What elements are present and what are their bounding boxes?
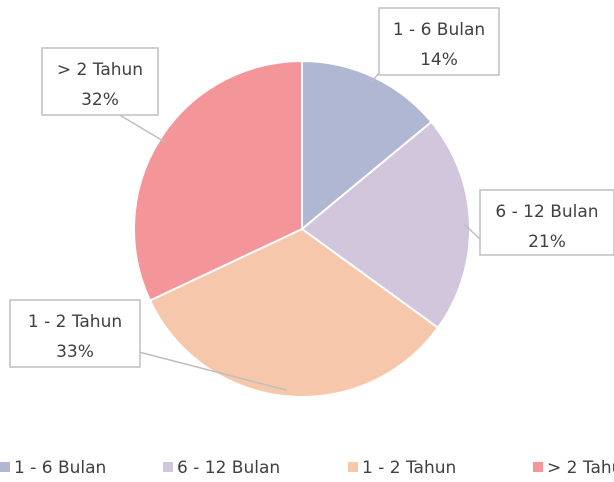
callout-box: [479, 189, 614, 256]
callout-value: 33%: [56, 342, 94, 362]
legend-label: 6 - 12 Bulan: [177, 458, 280, 478]
callout-category: > 2 Tahun: [57, 60, 143, 80]
legend-swatch: [163, 462, 173, 472]
callout-category: 6 - 12 Bulan: [495, 202, 598, 222]
callout-leader: [117, 113, 166, 143]
callout-value: 14%: [420, 50, 458, 70]
callout-box: [41, 47, 159, 116]
callout-value: 21%: [528, 232, 566, 252]
callout-box: [378, 7, 500, 76]
callout-value: 32%: [81, 90, 119, 110]
callout-leader: [463, 223, 482, 241]
legend-swatch: [533, 462, 543, 472]
pie-slice: [300, 120, 471, 330]
callout-category: 1 - 6 Bulan: [393, 20, 485, 40]
pie-slice: [301, 59, 433, 232]
legend-label: > 2 Tahun: [547, 458, 614, 478]
callout-box: [9, 299, 141, 368]
legend-label: 1 - 2 Tahun: [362, 458, 456, 478]
callout-category: 1 - 2 Tahun: [28, 312, 122, 332]
legend-label: 1 - 6 Bulan: [14, 458, 106, 478]
legend-swatch: [348, 462, 358, 472]
pie-slice: [148, 227, 440, 398]
legend-swatch: [0, 462, 10, 472]
callout-leader: [138, 351, 287, 392]
